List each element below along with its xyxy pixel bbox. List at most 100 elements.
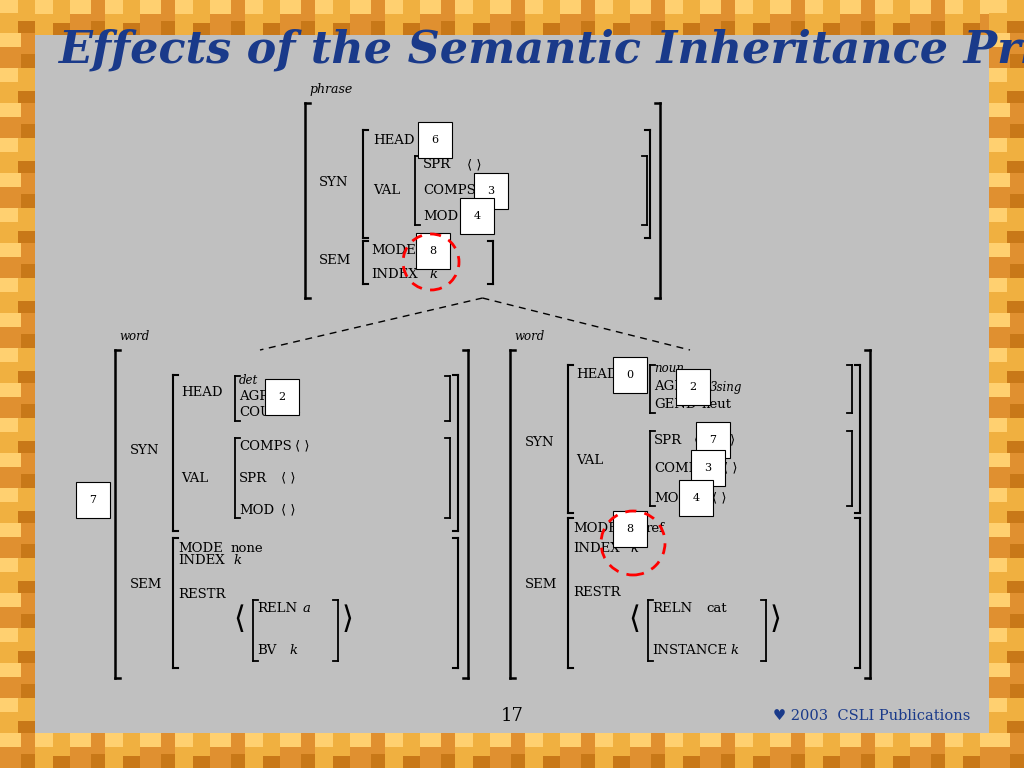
Bar xyxy=(123,23,140,35)
Bar xyxy=(805,733,822,747)
Bar xyxy=(472,756,490,768)
Bar xyxy=(70,733,105,768)
Bar xyxy=(0,418,35,453)
Bar xyxy=(22,754,35,768)
Bar xyxy=(560,733,595,768)
Text: COMPS: COMPS xyxy=(239,439,292,452)
Bar xyxy=(1010,334,1024,348)
Bar xyxy=(989,418,1024,453)
Bar xyxy=(595,0,630,35)
Bar xyxy=(560,0,595,35)
Bar xyxy=(989,68,1024,103)
Bar xyxy=(874,733,893,747)
Bar xyxy=(989,278,1007,292)
Bar xyxy=(1007,161,1024,173)
Bar xyxy=(595,0,612,14)
Bar xyxy=(1007,91,1024,103)
Bar xyxy=(989,418,1007,432)
Bar xyxy=(1015,0,1024,35)
Bar xyxy=(17,22,35,33)
Bar xyxy=(231,21,245,35)
Bar xyxy=(0,103,22,117)
Bar xyxy=(989,138,1024,173)
Bar xyxy=(0,243,35,278)
Bar xyxy=(989,663,1010,677)
Bar xyxy=(0,628,35,663)
Bar xyxy=(490,0,525,35)
Bar xyxy=(0,0,35,35)
Bar xyxy=(1001,21,1015,35)
Bar xyxy=(35,733,70,768)
Bar xyxy=(805,0,840,35)
Bar xyxy=(333,756,350,768)
Text: ⟨ ⟩: ⟨ ⟩ xyxy=(712,492,726,505)
Bar xyxy=(52,756,70,768)
Bar xyxy=(543,756,560,768)
Bar xyxy=(0,733,35,768)
Text: ⟩: ⟩ xyxy=(730,433,735,446)
Bar xyxy=(0,68,35,103)
Bar xyxy=(17,161,35,173)
Bar xyxy=(490,733,525,768)
Bar xyxy=(245,733,280,768)
Text: ⟩: ⟩ xyxy=(770,604,782,635)
Bar xyxy=(371,754,385,768)
Bar xyxy=(822,23,840,35)
Bar xyxy=(0,33,22,47)
Bar xyxy=(350,0,371,14)
Bar xyxy=(35,0,52,14)
Bar xyxy=(175,733,210,768)
Bar xyxy=(683,23,700,35)
Bar xyxy=(333,23,350,35)
Bar xyxy=(700,0,735,35)
Bar xyxy=(630,733,665,768)
Bar xyxy=(989,313,1010,327)
Bar xyxy=(735,733,770,768)
Bar xyxy=(22,194,35,208)
Bar xyxy=(105,0,123,14)
Bar xyxy=(35,0,70,35)
Text: 6: 6 xyxy=(431,135,438,145)
Text: ⟨ ⟩: ⟨ ⟩ xyxy=(281,472,296,485)
Text: SEM: SEM xyxy=(319,254,351,267)
Bar xyxy=(70,0,105,35)
Text: ⟨: ⟨ xyxy=(628,604,640,635)
Bar xyxy=(315,733,333,747)
Bar xyxy=(0,313,22,327)
Text: 0: 0 xyxy=(627,370,634,380)
Text: SPR: SPR xyxy=(239,472,267,485)
Bar xyxy=(612,756,630,768)
Bar xyxy=(989,698,1007,712)
Bar xyxy=(161,21,175,35)
Text: INDEX: INDEX xyxy=(178,554,224,567)
Bar xyxy=(402,23,420,35)
Bar xyxy=(910,0,945,35)
Bar xyxy=(402,756,420,768)
Bar xyxy=(665,733,700,768)
Bar xyxy=(17,441,35,453)
Text: 8: 8 xyxy=(429,246,436,256)
Bar xyxy=(0,138,17,152)
Bar xyxy=(175,733,193,747)
Bar xyxy=(805,0,822,14)
Bar xyxy=(861,21,874,35)
Bar xyxy=(735,0,753,14)
Bar xyxy=(350,0,385,35)
Bar xyxy=(0,663,35,698)
Bar xyxy=(893,23,910,35)
Text: 7: 7 xyxy=(89,495,96,505)
Bar xyxy=(0,418,17,432)
Bar xyxy=(989,173,1010,187)
Bar xyxy=(193,23,210,35)
Bar xyxy=(989,0,1007,13)
Bar xyxy=(22,21,35,35)
Text: 3: 3 xyxy=(705,463,712,473)
Bar xyxy=(0,733,22,747)
Bar xyxy=(1015,733,1020,747)
Bar xyxy=(1020,23,1024,35)
Bar xyxy=(874,0,893,14)
Text: VAL: VAL xyxy=(181,472,208,485)
Bar xyxy=(525,733,543,747)
Text: ref: ref xyxy=(646,522,665,535)
Bar xyxy=(0,593,22,607)
